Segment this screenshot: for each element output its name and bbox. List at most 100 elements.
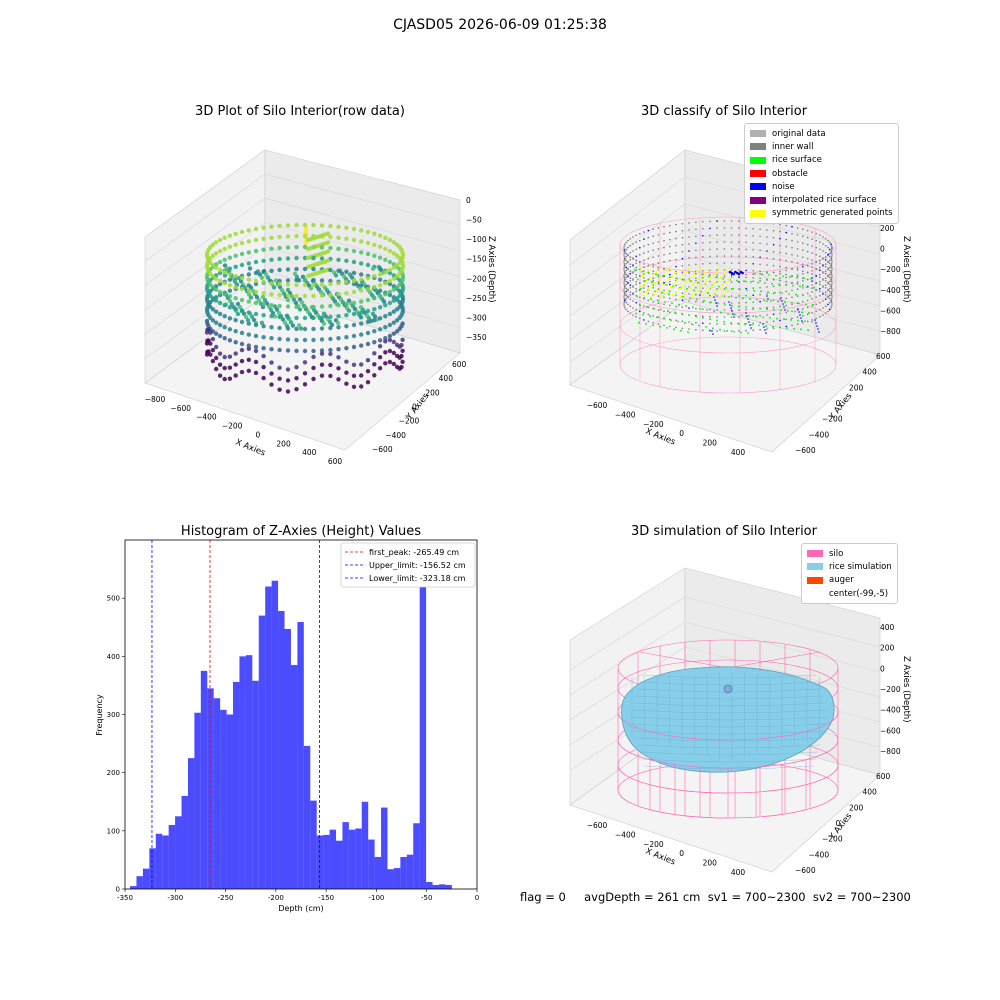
- panel1-point: [282, 320, 288, 325]
- panel2-point: [772, 264, 775, 267]
- panel1-point: [377, 277, 383, 282]
- panel1-point: [344, 225, 349, 230]
- panel2-point: [627, 295, 629, 298]
- panel1-3d-scatter: X Axies Y Axies Z Axies (Depth) −800−600…: [144, 149, 496, 466]
- panel2-point: [723, 291, 727, 295]
- panel2-point: [681, 306, 684, 309]
- rice-mesh-line: [641, 674, 817, 679]
- panel2-point: [828, 266, 831, 269]
- panel4-y-tick-label: −600: [795, 866, 816, 875]
- panel2-point: [766, 286, 768, 288]
- panel2-point: [669, 238, 671, 241]
- panel2-point: [623, 282, 625, 284]
- panel2-point: [785, 273, 787, 276]
- panel2-point: [669, 290, 671, 293]
- panel4-legend-item: silo: [807, 547, 892, 560]
- panel2-point: [639, 246, 641, 249]
- panel2-point: [643, 231, 645, 233]
- panel2-point: [759, 272, 761, 275]
- panel2-point: [732, 313, 734, 315]
- panel2-point: [697, 281, 699, 284]
- panel2-point: [697, 277, 701, 281]
- panel2-point: [762, 323, 764, 325]
- panel2-point: [623, 294, 626, 296]
- panel2-point: [830, 287, 833, 289]
- panel2-point: [822, 264, 824, 266]
- panel1-point: [387, 237, 393, 243]
- panel2-point: [625, 262, 628, 265]
- panel2-point: [650, 284, 654, 288]
- panel2-point: [764, 329, 766, 331]
- panel1-point: [372, 274, 377, 279]
- panel2-point: [661, 291, 663, 294]
- panel1-point: [238, 279, 244, 284]
- panel2-y-tick-label: 200: [849, 383, 864, 392]
- panel2-point: [717, 302, 719, 305]
- panel1-point: [239, 347, 245, 353]
- panel2-point: [749, 298, 751, 300]
- panel1-point: [336, 377, 341, 382]
- panel1-point: [217, 259, 223, 265]
- panel2-point: [828, 308, 831, 311]
- panel2-point: [811, 319, 813, 321]
- panel2-point: [803, 277, 805, 280]
- panel2-point: [627, 253, 629, 256]
- panel1-point: [294, 222, 299, 228]
- histogram-bar: [265, 586, 272, 889]
- panel4-legend: silo rice simulation auger center(-99,-5): [801, 543, 898, 605]
- panel1-point: [227, 354, 233, 359]
- panel1-point: [328, 281, 333, 287]
- panel1-point: [377, 338, 383, 343]
- panel2-point: [652, 324, 654, 327]
- panel2-point: [711, 330, 713, 332]
- panel1-point: [253, 270, 259, 276]
- panel2-point: [635, 280, 637, 283]
- legend-label: silo: [829, 548, 844, 559]
- panel2-point: [764, 282, 766, 284]
- panel2-point: [632, 236, 634, 238]
- histogram-bar: [445, 884, 452, 889]
- panel2-point: [831, 303, 833, 305]
- panel2-point: [736, 279, 738, 282]
- panel2-point: [640, 287, 642, 290]
- panel1-point: [359, 299, 364, 304]
- panel2-x-tick-label: −200: [643, 420, 664, 429]
- histogram-bar: [187, 758, 195, 890]
- panel2-point: [791, 225, 793, 228]
- panel2-point: [730, 316, 733, 318]
- panel1-point: [302, 348, 308, 354]
- panel1-point: [328, 267, 333, 273]
- panel2-x-tick-label: −600: [587, 401, 608, 410]
- panel2-point: [766, 236, 768, 238]
- panel2-x-tick-label: 400: [731, 448, 746, 457]
- panel2-point: [647, 236, 650, 239]
- panel2-point: [645, 323, 647, 325]
- panel2-point: [759, 270, 761, 273]
- panel1-point: [214, 366, 219, 372]
- panel2-point: [681, 292, 684, 295]
- panel2-point: [745, 308, 747, 311]
- panel2-point: [663, 260, 665, 263]
- panel2-point: [830, 252, 833, 254]
- panel2-point: [638, 321, 640, 324]
- panel2-point: [703, 271, 707, 275]
- panel2-point: [679, 295, 683, 299]
- panel2-point: [830, 278, 832, 281]
- panel2-point: [806, 236, 809, 239]
- panel2-point: [639, 274, 641, 277]
- panel1-point: [227, 272, 233, 277]
- panel2-point: [657, 323, 660, 325]
- panel1-point: [269, 360, 274, 365]
- panel2-point: [830, 256, 833, 258]
- panel1-point: [311, 354, 316, 360]
- panel1-point: [311, 255, 316, 261]
- panel1-point: [358, 315, 364, 320]
- panel2-point: [716, 234, 718, 236]
- panel2-point: [709, 234, 711, 237]
- panel1-point: [351, 248, 357, 254]
- panel1-point: [269, 382, 274, 387]
- panel2-point: [690, 294, 694, 298]
- panel2-point: [723, 323, 726, 325]
- panel1-point: [297, 307, 303, 312]
- panel1-point: [365, 251, 371, 257]
